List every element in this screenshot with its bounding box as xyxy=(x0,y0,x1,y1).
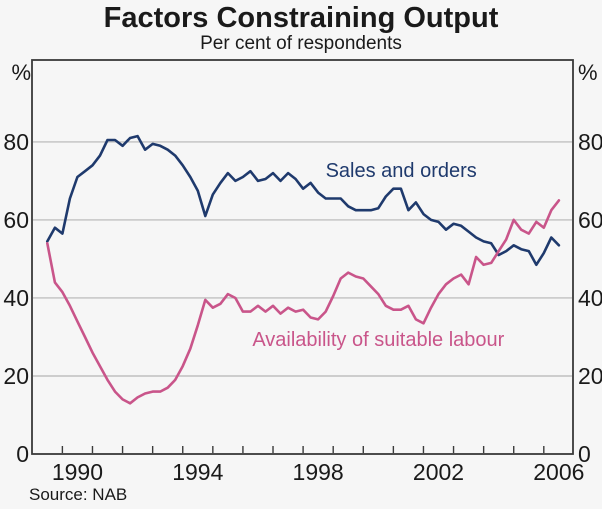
x-label-1998: 1998 xyxy=(293,459,344,485)
y-label-left-0: 0 xyxy=(16,441,29,467)
series-label-0: Sales and orders xyxy=(326,160,477,182)
y-label-right-40: 40 xyxy=(578,285,602,311)
chart-title: Factors Constraining Output xyxy=(103,2,499,34)
plot-frame xyxy=(31,59,574,455)
y-label-right-60: 60 xyxy=(578,207,602,233)
x-label-2002: 2002 xyxy=(413,459,464,485)
y-label-right-80: 80 xyxy=(578,129,602,155)
series-line-0 xyxy=(45,134,561,267)
series-label-1: Availability of suitable labour xyxy=(252,329,504,351)
y-label-right-20: 20 xyxy=(578,363,602,389)
x-label-1994: 1994 xyxy=(172,459,223,485)
chart-subtitle: Per cent of respondents xyxy=(200,33,402,54)
y-label-left-40: 40 xyxy=(3,285,29,311)
series-line-1 xyxy=(45,199,561,405)
source-note: Source: NAB xyxy=(29,485,128,504)
x-label-2006: 2006 xyxy=(533,459,584,485)
y-label-left-20: 20 xyxy=(3,363,29,389)
percent-label-left: % xyxy=(11,60,31,85)
percent-label-right: % xyxy=(578,60,598,85)
y-label-left-60: 60 xyxy=(3,207,29,233)
x-label-1990: 1990 xyxy=(52,459,103,485)
y-label-left-80: 80 xyxy=(3,129,29,155)
y-label-right-0: 0 xyxy=(578,441,591,467)
